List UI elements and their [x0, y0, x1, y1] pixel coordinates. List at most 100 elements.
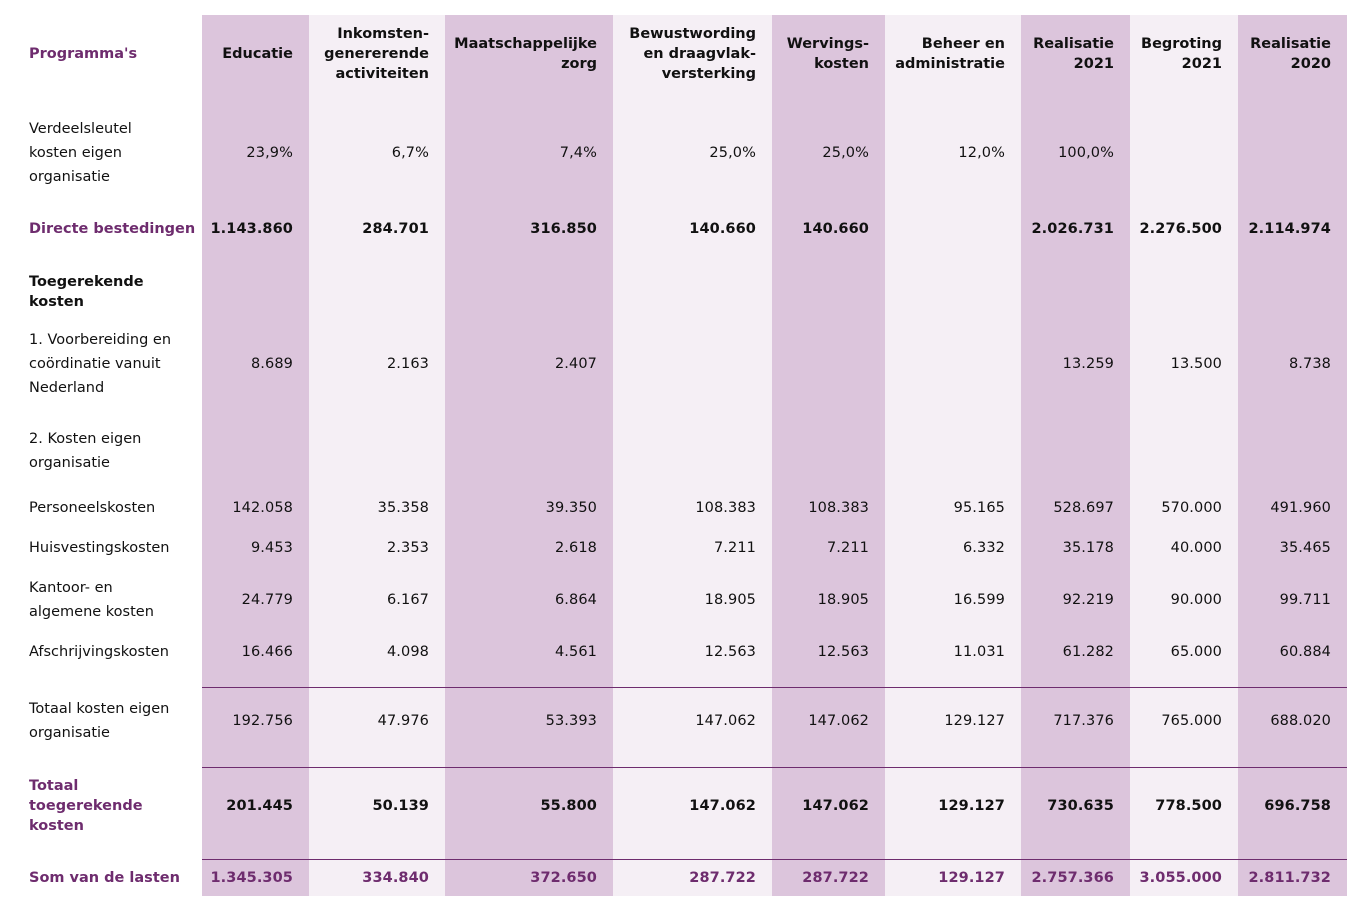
table-cell [309, 420, 429, 482]
table-cell: 2.163 [386, 356, 429, 372]
table-cell: 40.000 [1170, 540, 1222, 556]
table-cell: 287.722 [802, 870, 869, 886]
table-cell: 35.358 [377, 500, 429, 516]
table-cell: 129.127 [944, 713, 1005, 729]
table-cell [309, 262, 429, 322]
table-cell [885, 420, 1005, 482]
column-header: Maatschappelijke zorg [454, 35, 597, 72]
column-band [885, 15, 1021, 896]
table-cell [1130, 420, 1222, 482]
table-cell: 129.127 [938, 798, 1005, 814]
column-header: Beheer en administratie [895, 35, 1005, 72]
table-cell: 2.757.366 [1031, 870, 1114, 886]
table-cell: 25,0% [822, 145, 869, 161]
table-cell [1130, 110, 1222, 196]
table-cell [445, 420, 597, 482]
table-cell: 6.864 [554, 592, 597, 608]
table-cell: 287.722 [689, 870, 756, 886]
row-separator [202, 859, 1347, 860]
row-label: Verdeelsleutel kosten eigen organisatie [29, 121, 132, 185]
table-cell: 147.062 [689, 798, 756, 814]
table-cell: 16.599 [953, 592, 1005, 608]
column-band [202, 15, 309, 896]
table-cell: 2.276.500 [1139, 221, 1222, 237]
table-cell: 129.127 [938, 870, 1005, 886]
row-label: Totaal toegerekende kosten [29, 778, 143, 834]
column-header: Realisatie 2020 [1250, 35, 1331, 72]
row-label: Afschrijvingskosten [29, 644, 169, 660]
table-cell: 13.259 [1062, 356, 1114, 372]
table-cell [1238, 420, 1331, 482]
table-cell: 1.143.860 [210, 221, 293, 237]
table-cell: 12,0% [958, 145, 1005, 161]
column-band [1130, 15, 1238, 896]
table-cell: 1.345.305 [210, 870, 293, 886]
table-cell [885, 262, 1005, 322]
table-cell: 13.500 [1170, 356, 1222, 372]
table-cell: 12.563 [704, 644, 756, 660]
table-cell: 6,7% [391, 145, 429, 161]
table-cell [613, 420, 756, 482]
table-cell: 18.905 [704, 592, 756, 608]
table-cell: 6.332 [962, 540, 1005, 556]
table-cell [613, 322, 756, 406]
table-cell: 491.960 [1270, 500, 1331, 516]
table-cell [1238, 262, 1331, 322]
table-cell: 60.884 [1279, 644, 1331, 660]
table-cell: 570.000 [1161, 500, 1222, 516]
table-cell: 25,0% [709, 145, 756, 161]
table-cell [772, 262, 869, 322]
table-cell [772, 420, 869, 482]
corner-label: Programma's [29, 45, 138, 62]
table-cell: 688.020 [1270, 713, 1331, 729]
table-cell [445, 262, 597, 322]
table-cell: 39.350 [545, 500, 597, 516]
table-cell: 334.840 [362, 870, 429, 886]
column-header: Begroting 2021 [1141, 35, 1222, 72]
table-cell: 100,0% [1058, 145, 1114, 161]
table-cell: 55.800 [540, 798, 597, 814]
column-header: Bewustwording en draagvlak-versterking [629, 25, 756, 82]
table-cell [613, 262, 756, 322]
row-label: 2. Kosten eigen organisatie [29, 431, 142, 471]
table-cell [772, 322, 869, 406]
table-cell: 3.055.000 [1139, 870, 1222, 886]
table-cell: 53.393 [545, 713, 597, 729]
table-cell [1238, 110, 1331, 196]
table-cell: 47.976 [377, 713, 429, 729]
table-cell: 284.701 [362, 221, 429, 237]
table-cell: 7.211 [713, 540, 756, 556]
table-cell [885, 322, 1005, 406]
table-cell [885, 210, 1005, 248]
table-cell [202, 262, 293, 322]
table-cell: 372.650 [530, 870, 597, 886]
column-header: Realisatie 2021 [1033, 35, 1114, 72]
table-cell: 147.062 [802, 798, 869, 814]
table-cell: 717.376 [1053, 713, 1114, 729]
column-header: Educatie [222, 45, 293, 62]
table-cell: 16.466 [241, 644, 293, 660]
column-band [1021, 15, 1130, 896]
table-cell: 192.756 [232, 713, 293, 729]
table-cell: 23,9% [246, 145, 293, 161]
table-cell: 9.453 [250, 540, 293, 556]
table-cell: 18.905 [817, 592, 869, 608]
table-cell [1130, 262, 1222, 322]
table-cell: 2.353 [386, 540, 429, 556]
row-label: Huisvestingskosten [29, 540, 170, 556]
table-cell: 65.000 [1170, 644, 1222, 660]
table-cell: 99.711 [1279, 592, 1331, 608]
table-cell: 528.697 [1053, 500, 1114, 516]
row-label: Personeelskosten [29, 500, 156, 516]
table-cell: 95.165 [953, 500, 1005, 516]
column-band [309, 15, 445, 896]
table-cell: 6.167 [386, 592, 429, 608]
column-band [772, 15, 885, 896]
table-cell [1021, 420, 1114, 482]
table-cell: 2.114.974 [1248, 221, 1331, 237]
table-cell: 147.062 [808, 713, 869, 729]
table-cell: 316.850 [530, 221, 597, 237]
table-cell: 11.031 [953, 644, 1005, 660]
table-cell: 2.811.732 [1248, 870, 1331, 886]
row-separator [202, 687, 1347, 688]
